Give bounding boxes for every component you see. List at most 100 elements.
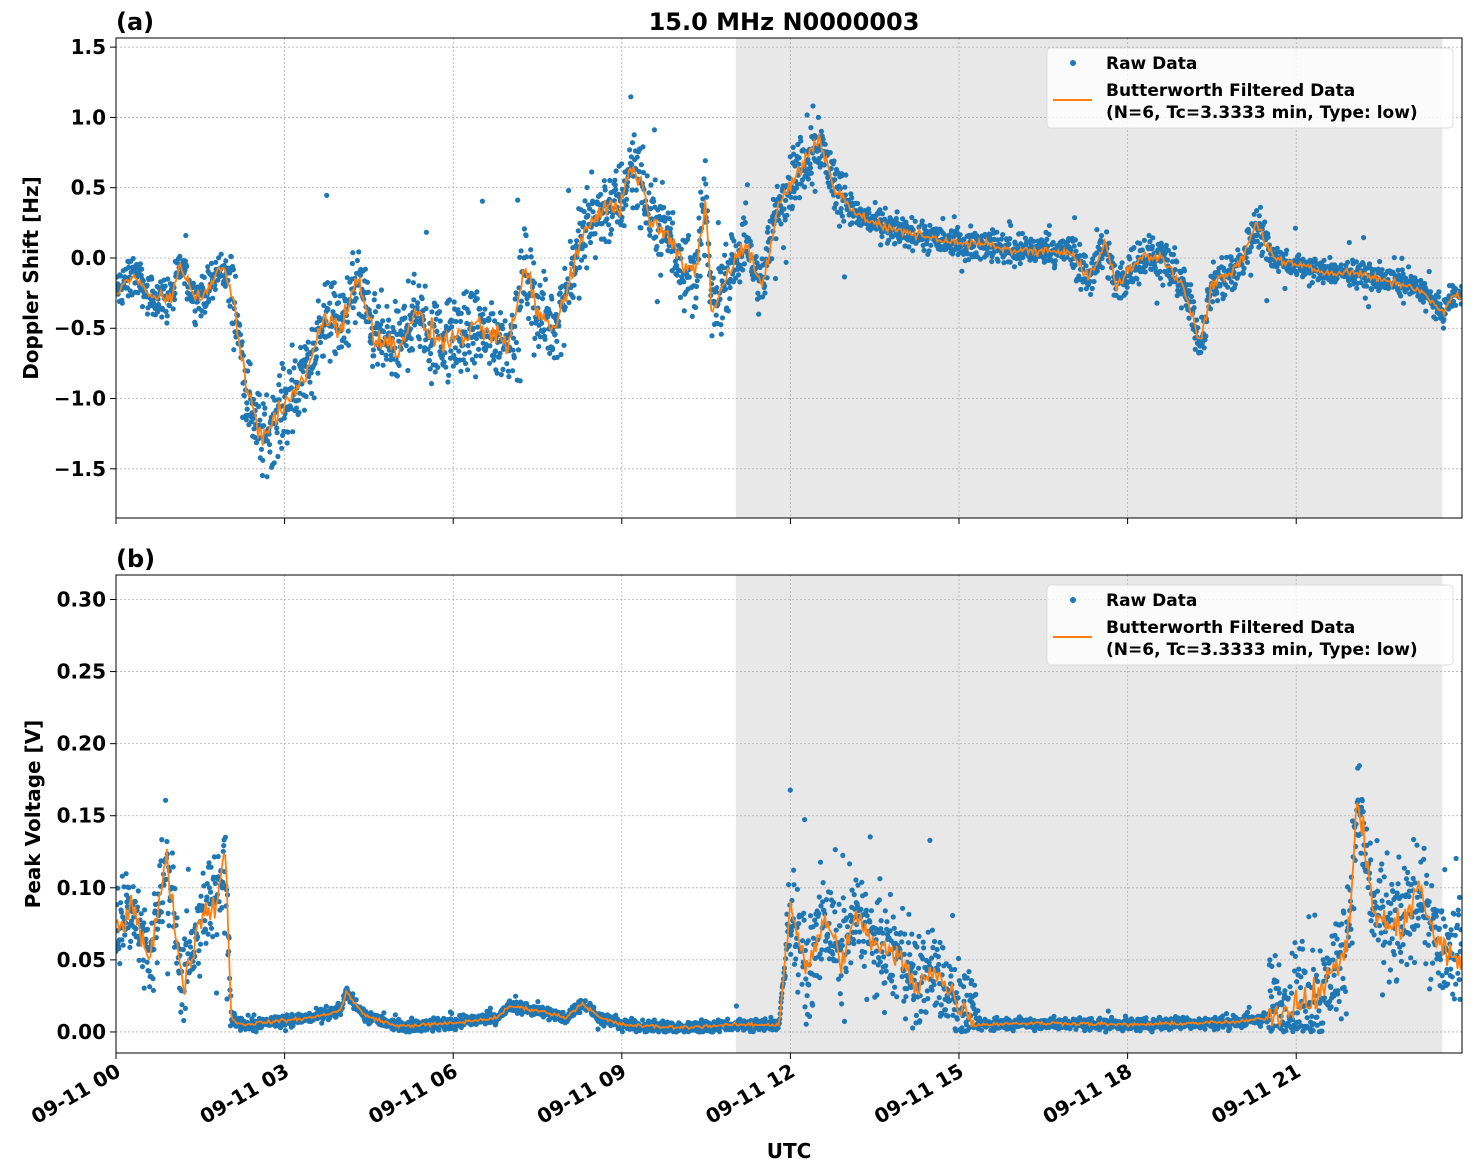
raw-data-point — [1380, 267, 1385, 272]
y-tick-label: 1.5 — [71, 35, 106, 59]
raw-data-point — [1311, 274, 1316, 279]
raw-data-point — [711, 276, 716, 281]
raw-data-point — [1142, 238, 1147, 243]
raw-data-point — [1091, 279, 1096, 284]
raw-data-point — [157, 863, 162, 868]
raw-data-point — [582, 198, 587, 203]
raw-data-point — [824, 897, 829, 902]
raw-data-point — [418, 344, 423, 349]
raw-data-point — [417, 336, 422, 341]
raw-data-point — [687, 275, 692, 280]
raw-data-point — [841, 219, 846, 224]
raw-data-point — [443, 365, 448, 370]
raw-data-point — [775, 184, 780, 189]
raw-data-point — [474, 289, 479, 294]
raw-data-point — [410, 347, 415, 352]
raw-data-point — [381, 1010, 386, 1015]
raw-data-point — [742, 261, 747, 266]
raw-data-point — [622, 223, 627, 228]
raw-data-point — [1210, 299, 1215, 304]
raw-data-point — [354, 997, 359, 1002]
raw-data-point — [892, 241, 897, 246]
raw-data-point — [809, 171, 814, 176]
raw-data-point — [350, 250, 355, 255]
raw-data-point — [264, 474, 269, 479]
raw-data-point — [427, 358, 432, 363]
raw-data-point — [231, 347, 236, 352]
legend-marker-raw — [1070, 60, 1076, 66]
raw-data-point — [518, 304, 523, 309]
raw-data-point — [133, 899, 138, 904]
raw-data-point — [174, 915, 179, 920]
raw-data-point — [1020, 231, 1025, 236]
raw-data-point — [701, 176, 706, 181]
raw-data-point — [256, 404, 261, 409]
raw-data-point — [536, 344, 541, 349]
raw-data-point — [1106, 276, 1111, 281]
raw-data-point — [814, 922, 819, 927]
raw-data-point — [1222, 293, 1227, 298]
raw-data-point — [840, 214, 845, 219]
raw-data-point — [1104, 229, 1109, 234]
raw-data-point — [1099, 233, 1104, 238]
raw-data-point — [324, 193, 329, 198]
raw-data-point — [506, 374, 511, 379]
raw-data-point — [302, 408, 307, 413]
raw-data-point — [456, 349, 461, 354]
raw-data-point — [736, 272, 741, 277]
raw-data-point — [878, 242, 883, 247]
raw-data-point — [307, 380, 312, 385]
raw-data-point — [952, 214, 957, 219]
raw-data-point — [213, 260, 218, 265]
raw-data-point — [332, 280, 337, 285]
raw-data-point — [1165, 258, 1170, 263]
raw-data-point — [276, 382, 281, 387]
raw-data-point — [482, 307, 487, 312]
raw-data-point — [1215, 298, 1220, 303]
raw-data-point — [325, 280, 330, 285]
raw-data-point — [842, 274, 847, 279]
raw-data-point — [159, 837, 164, 842]
raw-data-point — [1131, 245, 1136, 250]
raw-data-point — [532, 352, 537, 357]
raw-data-point — [593, 231, 598, 236]
raw-data-point — [116, 946, 121, 951]
raw-data-point — [136, 888, 141, 893]
raw-data-point — [503, 318, 508, 323]
raw-data-point — [478, 353, 483, 358]
raw-data-point — [373, 309, 378, 314]
raw-data-point — [646, 190, 651, 195]
raw-data-point — [612, 178, 617, 183]
raw-data-point — [1127, 256, 1132, 261]
raw-data-point — [1364, 284, 1369, 289]
raw-data-point — [577, 265, 582, 270]
raw-data-point — [120, 301, 125, 306]
raw-data-point — [788, 952, 793, 957]
raw-data-point — [1296, 252, 1301, 257]
raw-data-point — [781, 206, 786, 211]
raw-data-point — [131, 884, 136, 889]
raw-data-point — [717, 1029, 722, 1034]
raw-data-point — [487, 317, 492, 322]
raw-data-point — [353, 320, 358, 325]
raw-data-point — [405, 368, 410, 373]
raw-data-point — [514, 340, 519, 345]
raw-data-point — [562, 266, 567, 271]
raw-data-point — [1214, 291, 1219, 296]
raw-data-point — [1083, 254, 1088, 259]
raw-data-point — [796, 921, 801, 926]
raw-data-point — [843, 172, 848, 177]
raw-data-point — [294, 406, 299, 411]
raw-data-point — [1433, 316, 1438, 321]
raw-data-point — [709, 333, 714, 338]
raw-data-point — [789, 933, 794, 938]
raw-data-point — [465, 367, 470, 372]
raw-data-point — [566, 188, 571, 193]
raw-data-point — [1118, 265, 1123, 270]
raw-data-point — [647, 233, 652, 238]
y-tick-label: −0.5 — [54, 316, 106, 340]
raw-data-point — [623, 202, 628, 207]
raw-data-point — [1423, 309, 1428, 314]
raw-data-point — [837, 923, 842, 928]
